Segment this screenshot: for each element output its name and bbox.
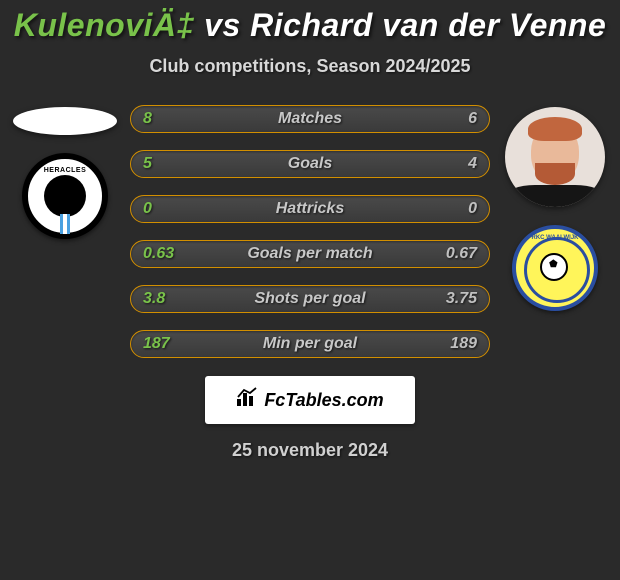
- comparison-card: KulenoviÄ‡ vs Richard van der Venne Club…: [0, 0, 620, 461]
- player1-name: KulenoviÄ‡: [14, 7, 195, 43]
- stat-right-value: 4: [437, 155, 477, 173]
- vs-label: vs: [204, 7, 241, 43]
- avatar-hair-icon: [528, 117, 582, 141]
- watermark-text: FcTables.com: [264, 390, 383, 411]
- stat-left-value: 0.63: [143, 245, 183, 263]
- player1-club-logo: [22, 153, 108, 239]
- subtitle: Club competitions, Season 2024/2025: [10, 56, 610, 77]
- stat-row: 5Goals4: [130, 150, 490, 178]
- stat-row: 8Matches6: [130, 105, 490, 133]
- player1-avatar: [13, 107, 117, 135]
- player2-avatar: [505, 107, 605, 207]
- stat-right-value: 189: [437, 335, 477, 353]
- heracles-inner-icon: [44, 175, 86, 217]
- stat-row: 3.8Shots per goal3.75: [130, 285, 490, 313]
- main-row: 8Matches6 5Goals4 0Hattricks0 0.63Goals per…: [10, 105, 610, 358]
- page-title: KulenoviÄ‡ vs Richard van der Venne: [10, 7, 610, 44]
- stat-left-value: 187: [143, 335, 183, 353]
- stat-left-value: 8: [143, 110, 183, 128]
- fctables-logo-icon: [236, 387, 258, 413]
- right-side: RKC WAALWIJK: [500, 105, 610, 311]
- stat-label: Goals per match: [131, 245, 489, 263]
- stat-row: 0.63Goals per match0.67: [130, 240, 490, 268]
- left-side: [10, 105, 120, 239]
- player2-name: Richard van der Venne: [250, 7, 606, 43]
- watermark: FcTables.com: [205, 376, 415, 424]
- stat-right-value: 0: [437, 200, 477, 218]
- stat-row: 0Hattricks0: [130, 195, 490, 223]
- heracles-stripe-icon: [60, 214, 70, 234]
- stats-column: 8Matches6 5Goals4 0Hattricks0 0.63Goals per…: [130, 105, 490, 358]
- stat-label: Shots per goal: [131, 290, 489, 308]
- stat-row: 187Min per goal189: [130, 330, 490, 358]
- stat-left-value: 3.8: [143, 290, 183, 308]
- date-label: 25 november 2024: [10, 440, 610, 461]
- stat-label: Matches: [131, 110, 489, 128]
- avatar-shirt-icon: [505, 185, 605, 207]
- stat-right-value: 6: [437, 110, 477, 128]
- stat-label: Goals: [131, 155, 489, 173]
- stat-right-value: 3.75: [437, 290, 477, 308]
- stat-label: Hattricks: [131, 200, 489, 218]
- stat-right-value: 0.67: [437, 245, 477, 263]
- rkc-text-icon: RKC WAALWIJK: [516, 235, 594, 241]
- player2-club-logo: RKC WAALWIJK: [512, 225, 598, 311]
- rkc-ball-icon: [540, 253, 568, 281]
- stat-label: Min per goal: [131, 335, 489, 353]
- stat-left-value: 5: [143, 155, 183, 173]
- stat-left-value: 0: [143, 200, 183, 218]
- avatar-beard-icon: [535, 163, 575, 185]
